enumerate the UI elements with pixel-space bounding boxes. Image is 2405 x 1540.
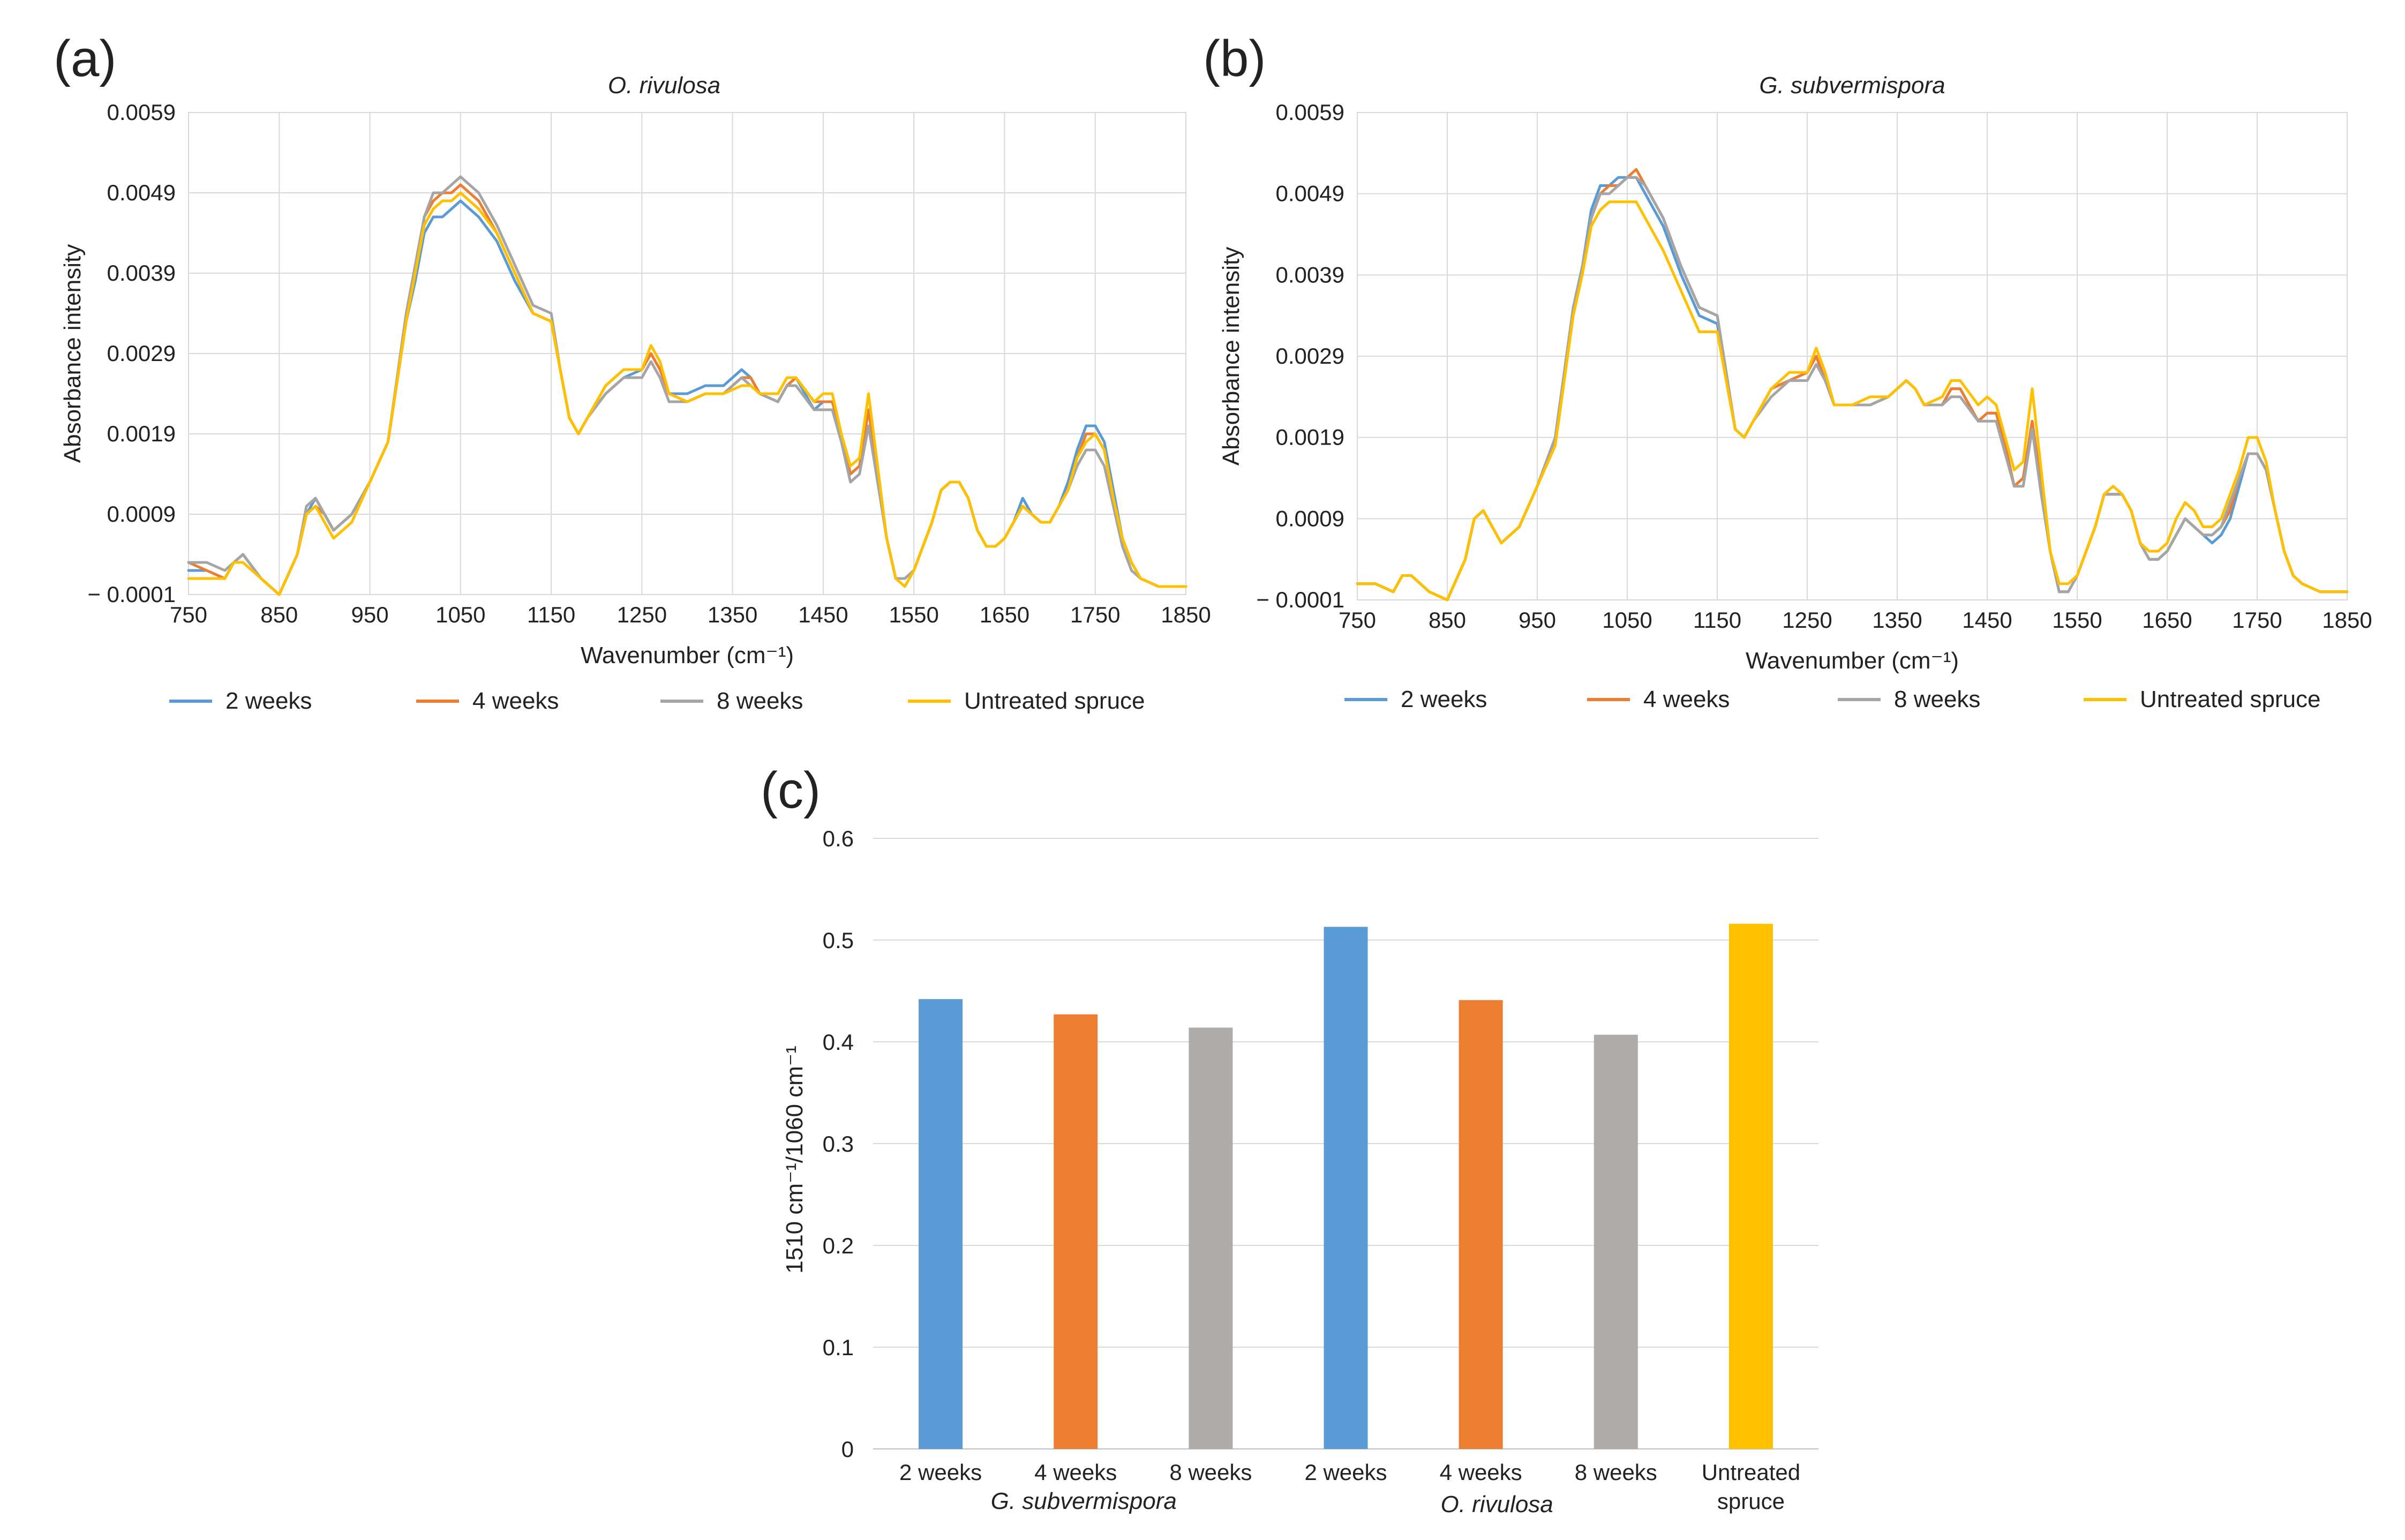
plot-area <box>1357 112 2348 600</box>
x-tick-label: 750 <box>170 602 207 627</box>
x-tick-label: 1350 <box>708 602 757 627</box>
group-label: O. rivulosa <box>1440 1491 1553 1518</box>
category-label: 4 weeks <box>1034 1460 1117 1485</box>
bar-1 <box>919 999 963 1449</box>
y-tick-label: 0.0009 <box>1276 506 1344 531</box>
y-tick-label: 0.0039 <box>1276 262 1344 287</box>
legend: 2 weeks 4 weeks 8 weeks Untreated spruce <box>169 688 1145 714</box>
x-tick-label: 750 <box>1339 607 1376 633</box>
y-axis-title: Absorbance intensity <box>59 244 86 463</box>
y-tick-label: 0.0029 <box>107 341 176 366</box>
x-tick-label: 950 <box>1519 607 1556 633</box>
y-axis-title: 1510 cm⁻¹/1060 cm⁻¹ <box>781 1046 808 1274</box>
plot-area <box>188 112 1186 595</box>
y-tick-label: 0.3 <box>823 1131 854 1156</box>
panel-label: (b) <box>1203 30 1266 87</box>
x-tick-label: 1750 <box>1070 602 1120 627</box>
legend-label: 2 weeks <box>226 688 312 714</box>
x-tick-label: 1850 <box>2322 607 2372 633</box>
x-tick-label: 1050 <box>1602 607 1652 633</box>
category-label: 2 weeks <box>1304 1460 1387 1485</box>
line-chart-a: (a) O. rivulosa 750 850 950 1050 1150 1250 1350 1… <box>54 30 1211 714</box>
x-tick-label: 1450 <box>798 602 848 627</box>
x-tick-label: 850 <box>260 602 298 627</box>
bar-2 <box>1054 1014 1098 1449</box>
y-tick-label: 0.1 <box>823 1335 854 1360</box>
y-tick-label: − 0.0001 <box>1256 587 1344 612</box>
x-tick-label: 1450 <box>1962 607 2012 633</box>
x-tick-label: 1150 <box>527 602 575 627</box>
series-line-8-weeks <box>187 175 1188 596</box>
panel-label: (c) <box>761 762 821 819</box>
x-tick-label: 1550 <box>2052 607 2102 633</box>
line-chart-b: (b) G. subvermispora 750 850 950 1050 1150 1250… <box>1203 30 2372 712</box>
legend-label: Untreated spruce <box>964 688 1145 714</box>
y-tick-label: 0.0019 <box>1276 425 1344 450</box>
bar-7 <box>1728 923 1773 1449</box>
y-tick-label: 0.5 <box>823 928 854 953</box>
bar-4 <box>1324 927 1368 1449</box>
legend-label: Untreated spruce <box>2140 686 2321 712</box>
x-tick-label: 850 <box>1429 607 1466 633</box>
y-tick-label: 0.0059 <box>1276 100 1344 125</box>
category-label: 2 weeks <box>899 1460 982 1485</box>
y-tick-label: 0.2 <box>823 1233 854 1258</box>
chart-title: O. rivulosa <box>608 72 720 99</box>
y-tick-label: 0.0049 <box>1276 181 1344 206</box>
series-line-8-weeks <box>1356 176 2349 602</box>
bar-chart-c: (c) 0 0.1 0.2 0.3 0.4 0.5 0.6 1510 cm⁻¹/1060 cm⁻… <box>761 762 1818 1518</box>
category-label: 4 weeks <box>1440 1460 1522 1485</box>
x-tick-label: 1550 <box>889 602 938 627</box>
y-tick-label: 0.0059 <box>107 100 176 125</box>
series-line-4-weeks <box>1356 168 2349 602</box>
y-tick-label: 0.0029 <box>1276 343 1344 369</box>
chart-title: G. subvermispora <box>1759 72 1945 99</box>
x-tick-label: 1150 <box>1693 607 1741 633</box>
group-label: G. subvermispora <box>991 1488 1177 1514</box>
x-tick-label: 1850 <box>1161 602 1211 627</box>
x-axis-title: Wavenumber (cm⁻¹) <box>581 642 794 668</box>
x-tick-label: 1050 <box>435 602 485 627</box>
x-tick-label: 1250 <box>1782 607 1832 633</box>
legend-label: 8 weeks <box>1894 686 1980 712</box>
y-tick-label: 0.0019 <box>107 421 176 446</box>
x-tick-label: 1250 <box>617 602 667 627</box>
category-label: Untreated spruce <box>1702 1460 1800 1514</box>
legend-label: 4 weeks <box>472 688 559 714</box>
x-tick-label: 1750 <box>2232 607 2282 633</box>
panel-label: (a) <box>54 30 116 87</box>
series-line-untreated-spruce <box>187 191 1188 596</box>
legend-label: 2 weeks <box>1401 686 1487 712</box>
x-axis-title: Wavenumber (cm⁻¹) <box>1746 648 1959 674</box>
y-tick-label: 0.4 <box>823 1030 854 1055</box>
category-label: 8 weeks <box>1169 1460 1252 1485</box>
bar-5 <box>1459 1000 1503 1449</box>
y-tick-label: 0.0049 <box>107 180 176 205</box>
bar-3 <box>1189 1027 1233 1449</box>
category-label: 8 weeks <box>1575 1460 1657 1485</box>
y-tick-label: 0.0009 <box>107 501 176 527</box>
bar-6 <box>1594 1034 1638 1449</box>
y-tick-label: 0.0039 <box>107 260 176 286</box>
x-tick-label: 1650 <box>2142 607 2192 633</box>
series-line-untreated-spruce <box>1356 200 2349 602</box>
x-tick-label: 1350 <box>1872 607 1922 633</box>
legend: 2 weeks 4 weeks 8 weeks Untreated spruce <box>1344 686 2321 712</box>
legend-label: 4 weeks <box>1643 686 1730 712</box>
series-line-2-weeks <box>1356 176 2349 602</box>
legend-label: 8 weeks <box>717 688 803 714</box>
y-tick-label: − 0.0001 <box>87 582 176 607</box>
y-tick-label: 0 <box>841 1437 854 1462</box>
x-tick-label: 1650 <box>980 602 1029 627</box>
y-tick-label: 0.6 <box>823 826 854 851</box>
y-axis-title: Absorbance intensity <box>1218 247 1244 465</box>
x-tick-label: 950 <box>351 602 389 627</box>
